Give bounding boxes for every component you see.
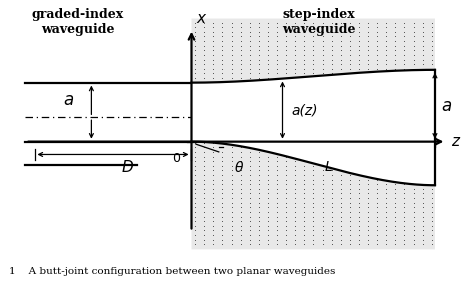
Text: a(z): a(z) [292, 103, 318, 117]
Text: 1    A butt-joint configuration between two planar waveguides: 1 A butt-joint configuration between two… [9, 267, 336, 276]
Text: x: x [196, 11, 205, 26]
Text: z: z [451, 134, 459, 149]
Text: 0: 0 [172, 152, 180, 165]
Polygon shape [191, 142, 435, 249]
Text: D: D [122, 160, 134, 175]
Text: step-index
waveguide: step-index waveguide [282, 8, 356, 36]
Text: graded-index
waveguide: graded-index waveguide [32, 8, 124, 36]
Text: L: L [324, 160, 332, 174]
Text: a: a [64, 91, 74, 109]
Text: $\theta$: $\theta$ [234, 160, 245, 175]
Text: a: a [442, 97, 452, 115]
Polygon shape [191, 19, 435, 83]
